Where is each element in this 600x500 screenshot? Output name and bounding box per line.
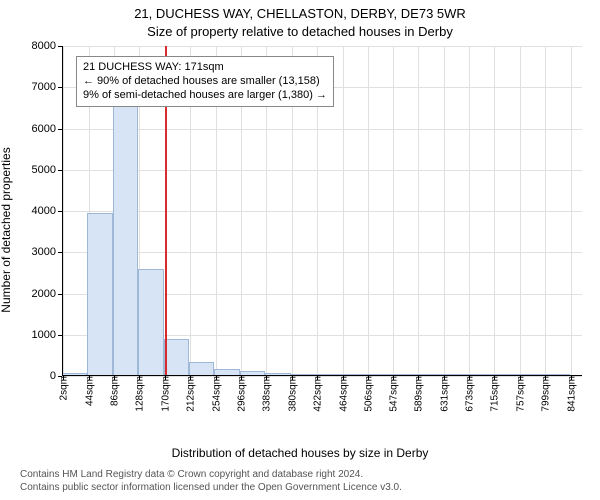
xtick-label: 673sqm — [462, 376, 475, 412]
xtick-label: 715sqm — [488, 376, 501, 412]
footer-line-2: Contains public sector information licen… — [20, 481, 402, 494]
xtick-label: 338sqm — [260, 376, 273, 412]
xtick-label: 128sqm — [133, 376, 146, 412]
xtick-label: 841sqm — [564, 376, 577, 412]
xtick-label: 44sqm — [82, 376, 95, 406]
chart-container: 21, DUCHESS WAY, CHELLASTON, DERBY, DE73… — [0, 0, 600, 500]
y-axis-label: Number of detached properties — [0, 147, 13, 312]
plot-border — [62, 46, 582, 376]
xtick-label: 254sqm — [209, 376, 222, 412]
footer-attribution: Contains HM Land Registry data © Crown c… — [20, 468, 402, 494]
ytick-label: 1000 — [32, 329, 62, 341]
xtick-label: 296sqm — [234, 376, 247, 412]
x-axis-label: Distribution of detached houses by size … — [0, 446, 600, 460]
plot-area: 0100020003000400050006000700080002sqm44s… — [62, 46, 582, 376]
xtick-label: 589sqm — [412, 376, 425, 412]
xtick-label: 422sqm — [311, 376, 324, 412]
xtick-label: 506sqm — [361, 376, 374, 412]
xtick-label: 86sqm — [108, 376, 121, 406]
ytick-label: 4000 — [32, 205, 62, 217]
xtick-label: 380sqm — [285, 376, 298, 412]
xtick-label: 799sqm — [539, 376, 552, 412]
xtick-label: 2sqm — [57, 376, 70, 400]
xtick-label: 212sqm — [184, 376, 197, 412]
ytick-label: 3000 — [32, 246, 62, 258]
title-main: 21, DUCHESS WAY, CHELLASTON, DERBY, DE73… — [0, 6, 600, 21]
xtick-label: 631sqm — [437, 376, 450, 412]
ytick-label: 7000 — [32, 81, 62, 93]
xtick-label: 757sqm — [513, 376, 526, 412]
ytick-label: 5000 — [32, 164, 62, 176]
xtick-label: 170sqm — [158, 376, 171, 412]
xtick-label: 464sqm — [336, 376, 349, 412]
ytick-label: 8000 — [32, 40, 62, 52]
footer-line-1: Contains HM Land Registry data © Crown c… — [20, 468, 402, 481]
ytick-label: 6000 — [32, 123, 62, 135]
ytick-label: 2000 — [32, 288, 62, 300]
xtick-label: 547sqm — [386, 376, 399, 412]
title-sub: Size of property relative to detached ho… — [0, 24, 600, 39]
